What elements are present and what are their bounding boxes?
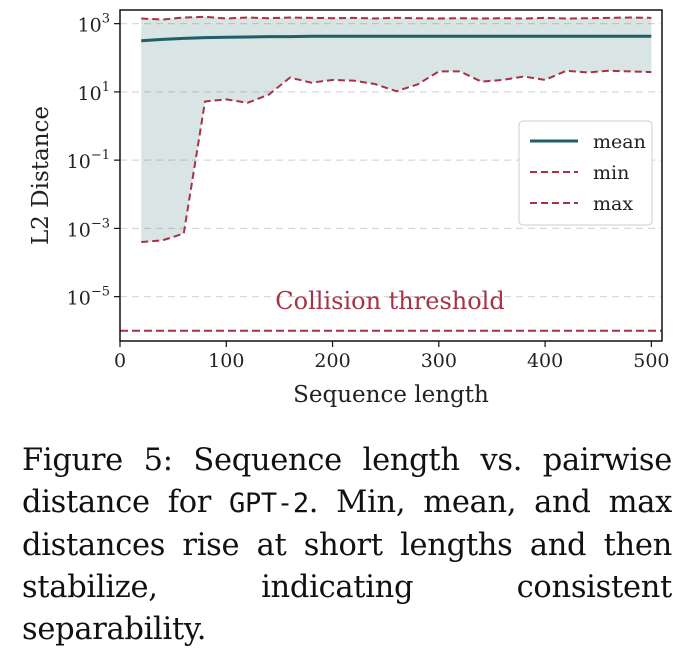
legend-label-max: max <box>593 193 633 215</box>
legend-label-min: min <box>593 162 629 184</box>
legend: mean min max <box>518 120 653 226</box>
caption-prefix: Figure 5: Sequence length vs. pairwise d… <box>22 443 672 520</box>
legend-label-mean: mean <box>593 131 646 153</box>
min-series-line <box>141 69 652 244</box>
plot-frame <box>119 9 663 342</box>
y-tick-label: 10−5 <box>67 285 110 310</box>
y-tick-base: 10 <box>67 151 91 173</box>
y-tick-base: 10 <box>67 219 91 241</box>
figure-caption: Figure 5: Sequence length vs. pairwise d… <box>22 440 672 651</box>
y-tick-label: 10−1 <box>67 148 110 173</box>
y-tick-exponent: −5 <box>91 285 110 300</box>
caption-model-name: GPT-2 <box>229 488 309 519</box>
x-tick-label: 0 <box>114 350 126 372</box>
x-tick-label: 300 <box>421 350 457 372</box>
x-tick-label: 400 <box>527 350 563 372</box>
x-axis-label: Sequence length <box>293 382 489 408</box>
collision-threshold-label: Collision threshold <box>275 287 504 315</box>
y-tick-label: 10−3 <box>67 216 110 241</box>
y-tick-label: 103 <box>78 12 110 37</box>
y-tick-base: 10 <box>67 288 91 310</box>
y-tick-exponent: −3 <box>91 216 110 231</box>
y-tick-label: 101 <box>78 80 110 105</box>
y-axis-label: L2 Distance <box>28 106 54 245</box>
y-tick-exponent: 1 <box>102 80 110 95</box>
max-series-line <box>141 15 652 21</box>
x-tick-label: 500 <box>633 350 669 372</box>
x-tick-label: 100 <box>208 350 244 372</box>
y-tick-base: 10 <box>78 83 102 105</box>
y-tick-exponent: −1 <box>91 148 110 163</box>
y-tick-base: 10 <box>78 15 102 37</box>
legend-box <box>518 120 653 226</box>
y-tick-exponent: 3 <box>102 12 110 27</box>
mean-series-line <box>141 34 652 43</box>
x-tick-label: 200 <box>314 350 350 372</box>
min-max-range-band <box>141 16 652 243</box>
